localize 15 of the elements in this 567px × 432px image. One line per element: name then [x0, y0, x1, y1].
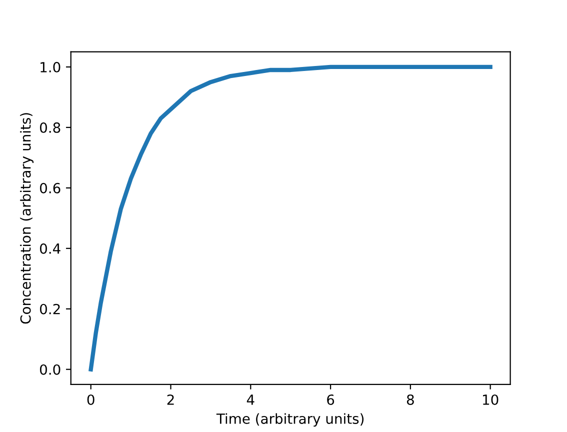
y-tick-label: 0.0	[40, 364, 60, 375]
x-tick-label: 2	[167, 394, 174, 405]
y-tick-label: 1.0	[40, 62, 60, 72]
x-tick-label: 8	[406, 394, 414, 405]
x-tick-label: 0	[87, 394, 94, 405]
y-axis-title: Concentration (arbitrary units)	[20, 113, 34, 324]
y-tick-label: 0.2	[40, 304, 60, 314]
x-tick-label: 10	[483, 394, 498, 405]
x-tick-label: 6	[327, 394, 334, 405]
y-tick-label: 0.6	[40, 182, 60, 194]
line-series	[88, 64, 492, 372]
y-tick-label: 0.8	[40, 122, 60, 133]
x-axis-title: Time (arbitrary units)	[216, 413, 364, 427]
y-tick-label: 0.4	[40, 243, 60, 254]
x-tick-label: 4	[246, 394, 254, 405]
